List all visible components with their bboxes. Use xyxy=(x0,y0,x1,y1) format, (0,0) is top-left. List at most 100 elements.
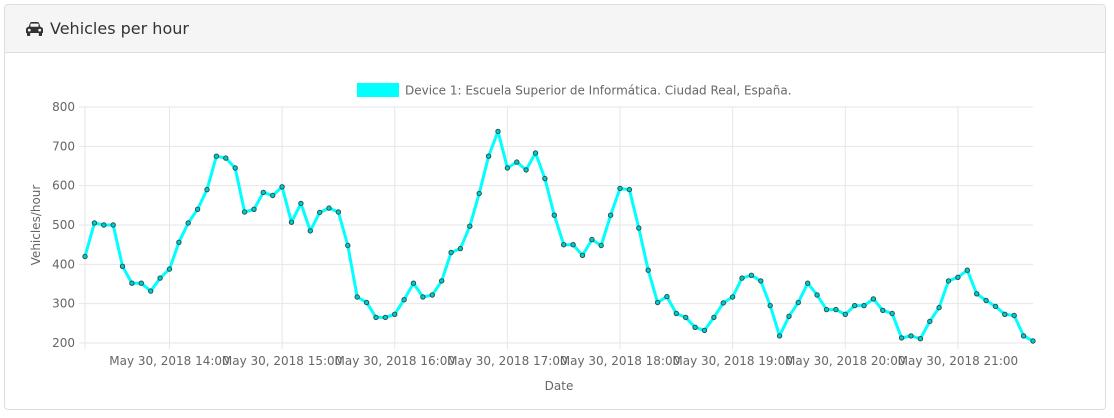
data-point[interactable] xyxy=(307,228,313,234)
data-point[interactable] xyxy=(1030,338,1036,344)
data-point[interactable] xyxy=(561,242,567,248)
data-point[interactable] xyxy=(523,167,529,173)
data-point[interactable] xyxy=(138,280,145,286)
data-point[interactable] xyxy=(607,212,614,218)
data-point[interactable] xyxy=(814,292,820,298)
data-point[interactable] xyxy=(82,253,88,260)
data-point[interactable] xyxy=(551,212,557,218)
data-point[interactable] xyxy=(532,150,539,156)
data-point[interactable] xyxy=(148,288,154,294)
data-point[interactable] xyxy=(476,190,482,197)
data-point[interactable] xyxy=(298,200,304,207)
data-point[interactable] xyxy=(514,159,520,165)
data-point[interactable] xyxy=(870,296,877,302)
data-point[interactable] xyxy=(786,313,792,319)
legend-swatch[interactable] xyxy=(357,83,399,97)
data-point[interactable] xyxy=(1002,311,1008,317)
data-point[interactable] xyxy=(91,220,98,226)
data-point[interactable] xyxy=(842,311,848,317)
data-point[interactable] xyxy=(363,299,370,306)
data-point[interactable] xyxy=(589,236,595,243)
data-point[interactable] xyxy=(166,266,173,272)
data-point[interactable] xyxy=(617,185,623,192)
data-point[interactable] xyxy=(936,304,942,311)
data-point[interactable] xyxy=(392,311,398,317)
data-point[interactable] xyxy=(317,209,323,216)
data-point[interactable] xyxy=(636,225,642,231)
data-point[interactable] xyxy=(457,245,464,252)
data-point[interactable] xyxy=(410,280,417,286)
data-point[interactable] xyxy=(776,333,783,339)
data-point[interactable] xyxy=(701,327,708,334)
data-point[interactable] xyxy=(467,223,473,229)
data-point[interactable] xyxy=(720,300,726,306)
data-point[interactable] xyxy=(992,303,999,310)
data-point[interactable] xyxy=(157,275,163,281)
data-point[interactable] xyxy=(805,280,811,286)
data-point[interactable] xyxy=(373,314,379,321)
data-point[interactable] xyxy=(729,294,736,300)
data-point[interactable] xyxy=(1011,312,1017,319)
data-point[interactable] xyxy=(288,219,295,225)
data-point[interactable] xyxy=(974,291,980,297)
data-point[interactable] xyxy=(880,307,886,314)
data-point[interactable] xyxy=(748,272,755,279)
data-point[interactable] xyxy=(439,278,445,284)
data-point[interactable] xyxy=(852,302,858,309)
data-point[interactable] xyxy=(908,333,914,339)
data-point[interactable] xyxy=(429,292,435,298)
data-point[interactable] xyxy=(758,278,764,284)
data-point[interactable] xyxy=(401,297,407,303)
data-point[interactable] xyxy=(683,314,689,321)
data-point[interactable] xyxy=(335,209,342,215)
data-point[interactable] xyxy=(345,242,351,249)
data-point[interactable] xyxy=(119,263,126,270)
data-point[interactable] xyxy=(645,267,651,273)
data-point[interactable] xyxy=(945,278,952,284)
data-point[interactable] xyxy=(579,252,586,259)
data-point[interactable] xyxy=(711,314,717,321)
data-point[interactable] xyxy=(673,310,679,317)
data-point[interactable] xyxy=(964,267,970,273)
data-point[interactable] xyxy=(955,274,961,281)
data-point[interactable] xyxy=(232,165,238,171)
data-point[interactable] xyxy=(204,186,210,193)
data-point[interactable] xyxy=(251,206,257,213)
data-point[interactable] xyxy=(101,222,107,228)
data-point[interactable] xyxy=(927,318,933,325)
data-point[interactable] xyxy=(420,294,426,300)
data-point[interactable] xyxy=(485,153,492,159)
data-point[interactable] xyxy=(626,186,633,193)
data-point[interactable] xyxy=(983,297,989,304)
legend-label[interactable]: Device 1: Escuela Superior de Informátic… xyxy=(405,84,792,98)
data-point[interactable] xyxy=(654,299,661,306)
data-point[interactable] xyxy=(194,206,201,213)
data-point[interactable] xyxy=(1020,333,1027,339)
data-point[interactable] xyxy=(917,336,924,342)
data-point[interactable] xyxy=(795,299,801,306)
data-point[interactable] xyxy=(767,302,773,309)
data-point[interactable] xyxy=(241,209,248,215)
data-point[interactable] xyxy=(354,294,360,300)
data-point[interactable] xyxy=(504,165,511,171)
data-point[interactable] xyxy=(382,314,389,321)
data-point[interactable] xyxy=(223,155,229,161)
data-point[interactable] xyxy=(495,128,501,135)
data-point[interactable] xyxy=(598,242,604,249)
data-point[interactable] xyxy=(861,302,867,309)
data-point[interactable] xyxy=(129,280,135,286)
data-point[interactable] xyxy=(570,242,576,248)
data-point[interactable] xyxy=(260,189,266,196)
data-point[interactable] xyxy=(110,222,116,228)
data-point[interactable] xyxy=(823,306,830,313)
data-point[interactable] xyxy=(692,324,698,330)
data-point[interactable] xyxy=(279,184,285,190)
data-point[interactable] xyxy=(176,239,182,246)
data-point[interactable] xyxy=(213,153,220,159)
data-point[interactable] xyxy=(664,293,670,300)
data-point[interactable] xyxy=(270,192,276,199)
data-point[interactable] xyxy=(542,175,548,182)
data-point[interactable] xyxy=(889,310,895,317)
data-point[interactable] xyxy=(326,205,332,211)
data-point[interactable] xyxy=(739,275,745,281)
